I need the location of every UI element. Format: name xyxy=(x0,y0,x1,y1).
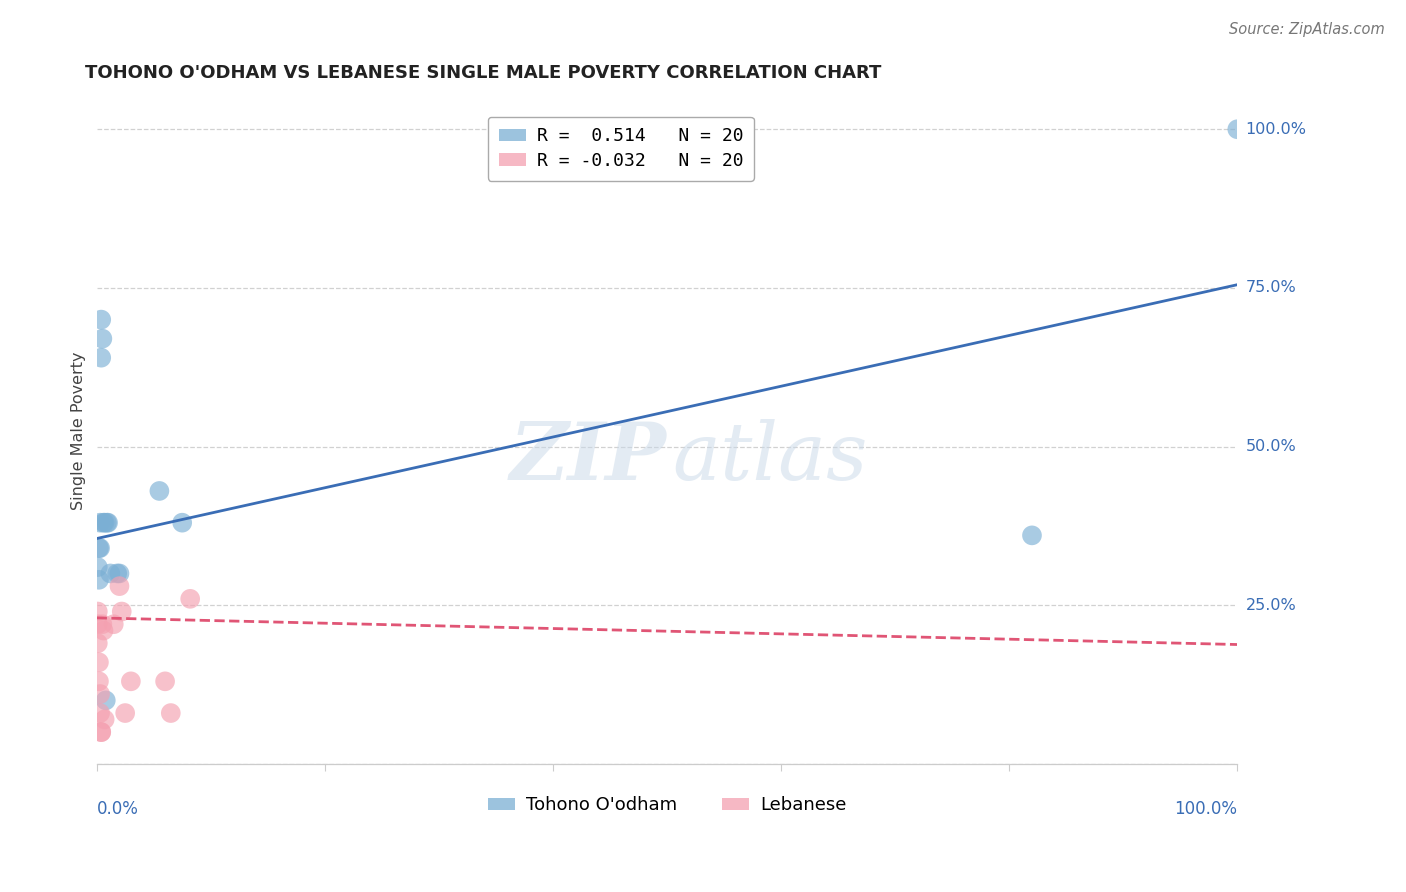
Text: 100.0%: 100.0% xyxy=(1174,800,1237,819)
Point xyxy=(108,566,131,581)
Legend: Tohono O'odham, Lebanese: Tohono O'odham, Lebanese xyxy=(481,789,853,822)
Point xyxy=(148,483,170,498)
Point xyxy=(1226,122,1249,136)
Point xyxy=(105,566,128,581)
Point xyxy=(94,693,117,707)
Point xyxy=(108,579,131,593)
Point xyxy=(93,516,115,530)
Point xyxy=(87,655,110,669)
Point xyxy=(87,605,110,619)
Point xyxy=(87,636,110,650)
Point xyxy=(96,516,118,530)
Y-axis label: Single Male Poverty: Single Male Poverty xyxy=(72,351,86,510)
Text: 50.0%: 50.0% xyxy=(1246,439,1296,454)
Text: Source: ZipAtlas.com: Source: ZipAtlas.com xyxy=(1229,22,1385,37)
Point xyxy=(120,674,142,689)
Text: ZIP: ZIP xyxy=(510,418,666,496)
Point xyxy=(159,706,181,720)
Point xyxy=(90,725,112,739)
Text: TOHONO O'ODHAM VS LEBANESE SINGLE MALE POVERTY CORRELATION CHART: TOHONO O'ODHAM VS LEBANESE SINGLE MALE P… xyxy=(86,64,882,82)
Point xyxy=(91,617,114,632)
Point xyxy=(1021,528,1043,542)
Point xyxy=(97,516,120,530)
Point xyxy=(89,706,111,720)
Text: atlas: atlas xyxy=(672,418,868,496)
Text: 100.0%: 100.0% xyxy=(1246,121,1306,136)
Point xyxy=(172,516,194,530)
Point xyxy=(103,617,125,632)
Point xyxy=(93,713,115,727)
Point xyxy=(87,541,110,555)
Point xyxy=(90,312,112,326)
Point xyxy=(111,605,134,619)
Point xyxy=(89,541,111,555)
Point xyxy=(87,617,110,632)
Point xyxy=(91,332,114,346)
Point xyxy=(87,573,110,587)
Point xyxy=(153,674,176,689)
Point xyxy=(87,560,110,574)
Point xyxy=(179,591,201,606)
Point xyxy=(93,516,115,530)
Point xyxy=(87,674,110,689)
Text: 25.0%: 25.0% xyxy=(1246,598,1296,613)
Text: 0.0%: 0.0% xyxy=(97,800,139,819)
Point xyxy=(98,566,121,581)
Text: 75.0%: 75.0% xyxy=(1246,280,1296,295)
Point xyxy=(90,351,112,365)
Point xyxy=(114,706,136,720)
Point xyxy=(89,687,111,701)
Point xyxy=(89,516,111,530)
Point xyxy=(90,725,112,739)
Point xyxy=(93,624,115,638)
